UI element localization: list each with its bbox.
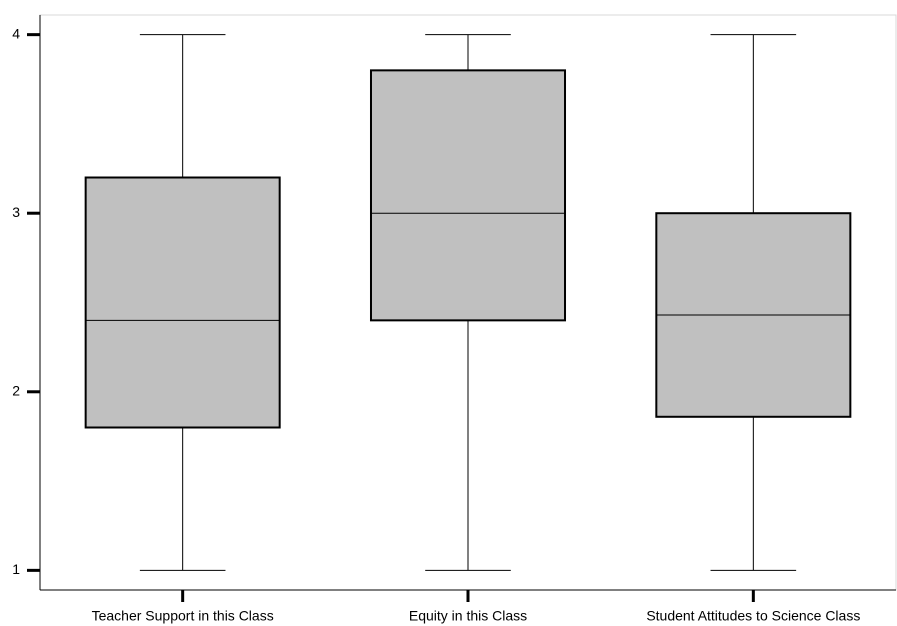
y-tick-label: 4 [12,25,20,41]
box [84,176,281,429]
y-tick-label: 3 [12,204,20,220]
box [369,69,567,322]
y-tick-label: 2 [12,382,20,398]
y-tick-label: 1 [12,561,20,577]
x-tick-label: Student Attitudes to Science Class [646,608,860,624]
x-tick-label: Teacher Support in this Class [92,608,274,624]
x-tick-label: Equity in this Class [409,608,527,624]
